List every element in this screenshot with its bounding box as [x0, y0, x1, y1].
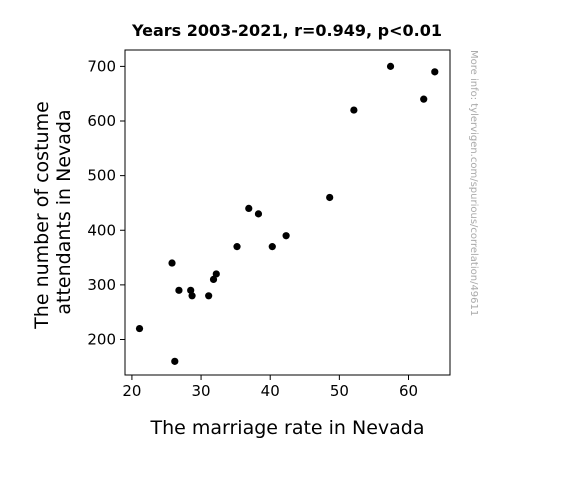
data-point: [254, 210, 263, 218]
data-point: [420, 95, 428, 103]
x-tick-label: 20: [122, 382, 141, 400]
data-point: [245, 204, 253, 213]
data-point: [209, 275, 218, 284]
watermark-text: More info: tylervigen.com/spurious/corre…: [468, 50, 479, 316]
plot-area: [124, 49, 451, 376]
data-point: [350, 106, 358, 114]
x-tick-label: 40: [261, 382, 280, 400]
y-tick-label: 400: [87, 221, 116, 239]
y-axis-label: The number of costume attendants in Neva…: [31, 95, 75, 330]
data-point: [168, 259, 176, 267]
data-point: [233, 243, 241, 251]
y-tick-label: 600: [87, 112, 116, 130]
x-axis-label: The marriage rate in Nevada: [149, 417, 424, 439]
y-axis-label-line-2: attendants in Nevada: [53, 109, 75, 314]
data-points: [135, 62, 439, 365]
data-point: [431, 68, 439, 76]
x-tick-label: 50: [330, 382, 349, 400]
y-tick-label: 500: [87, 167, 116, 185]
data-point: [171, 357, 179, 365]
x-tick-label: 30: [192, 382, 211, 400]
data-point: [212, 270, 220, 278]
data-point: [135, 324, 144, 333]
data-point: [326, 193, 334, 202]
y-tick-label: 200: [87, 330, 116, 348]
y-axis-label-line-1: The number of costume: [31, 101, 53, 330]
data-point: [268, 243, 276, 251]
y-tick-label: 700: [87, 57, 116, 75]
chart-title: Years 2003-2021, r=0.949, p<0.01: [131, 21, 442, 40]
x-tick-label: 60: [399, 382, 418, 400]
y-tick-label: 300: [87, 276, 116, 294]
data-point: [175, 286, 183, 294]
x-axis: 20 30 40 50 60: [122, 375, 418, 400]
data-point: [386, 62, 395, 70]
data-point: [205, 292, 213, 300]
data-point: [188, 292, 196, 300]
data-point: [187, 286, 195, 294]
data-point: [282, 232, 290, 240]
y-axis: 200 300 400 500 600 700: [87, 57, 125, 348]
